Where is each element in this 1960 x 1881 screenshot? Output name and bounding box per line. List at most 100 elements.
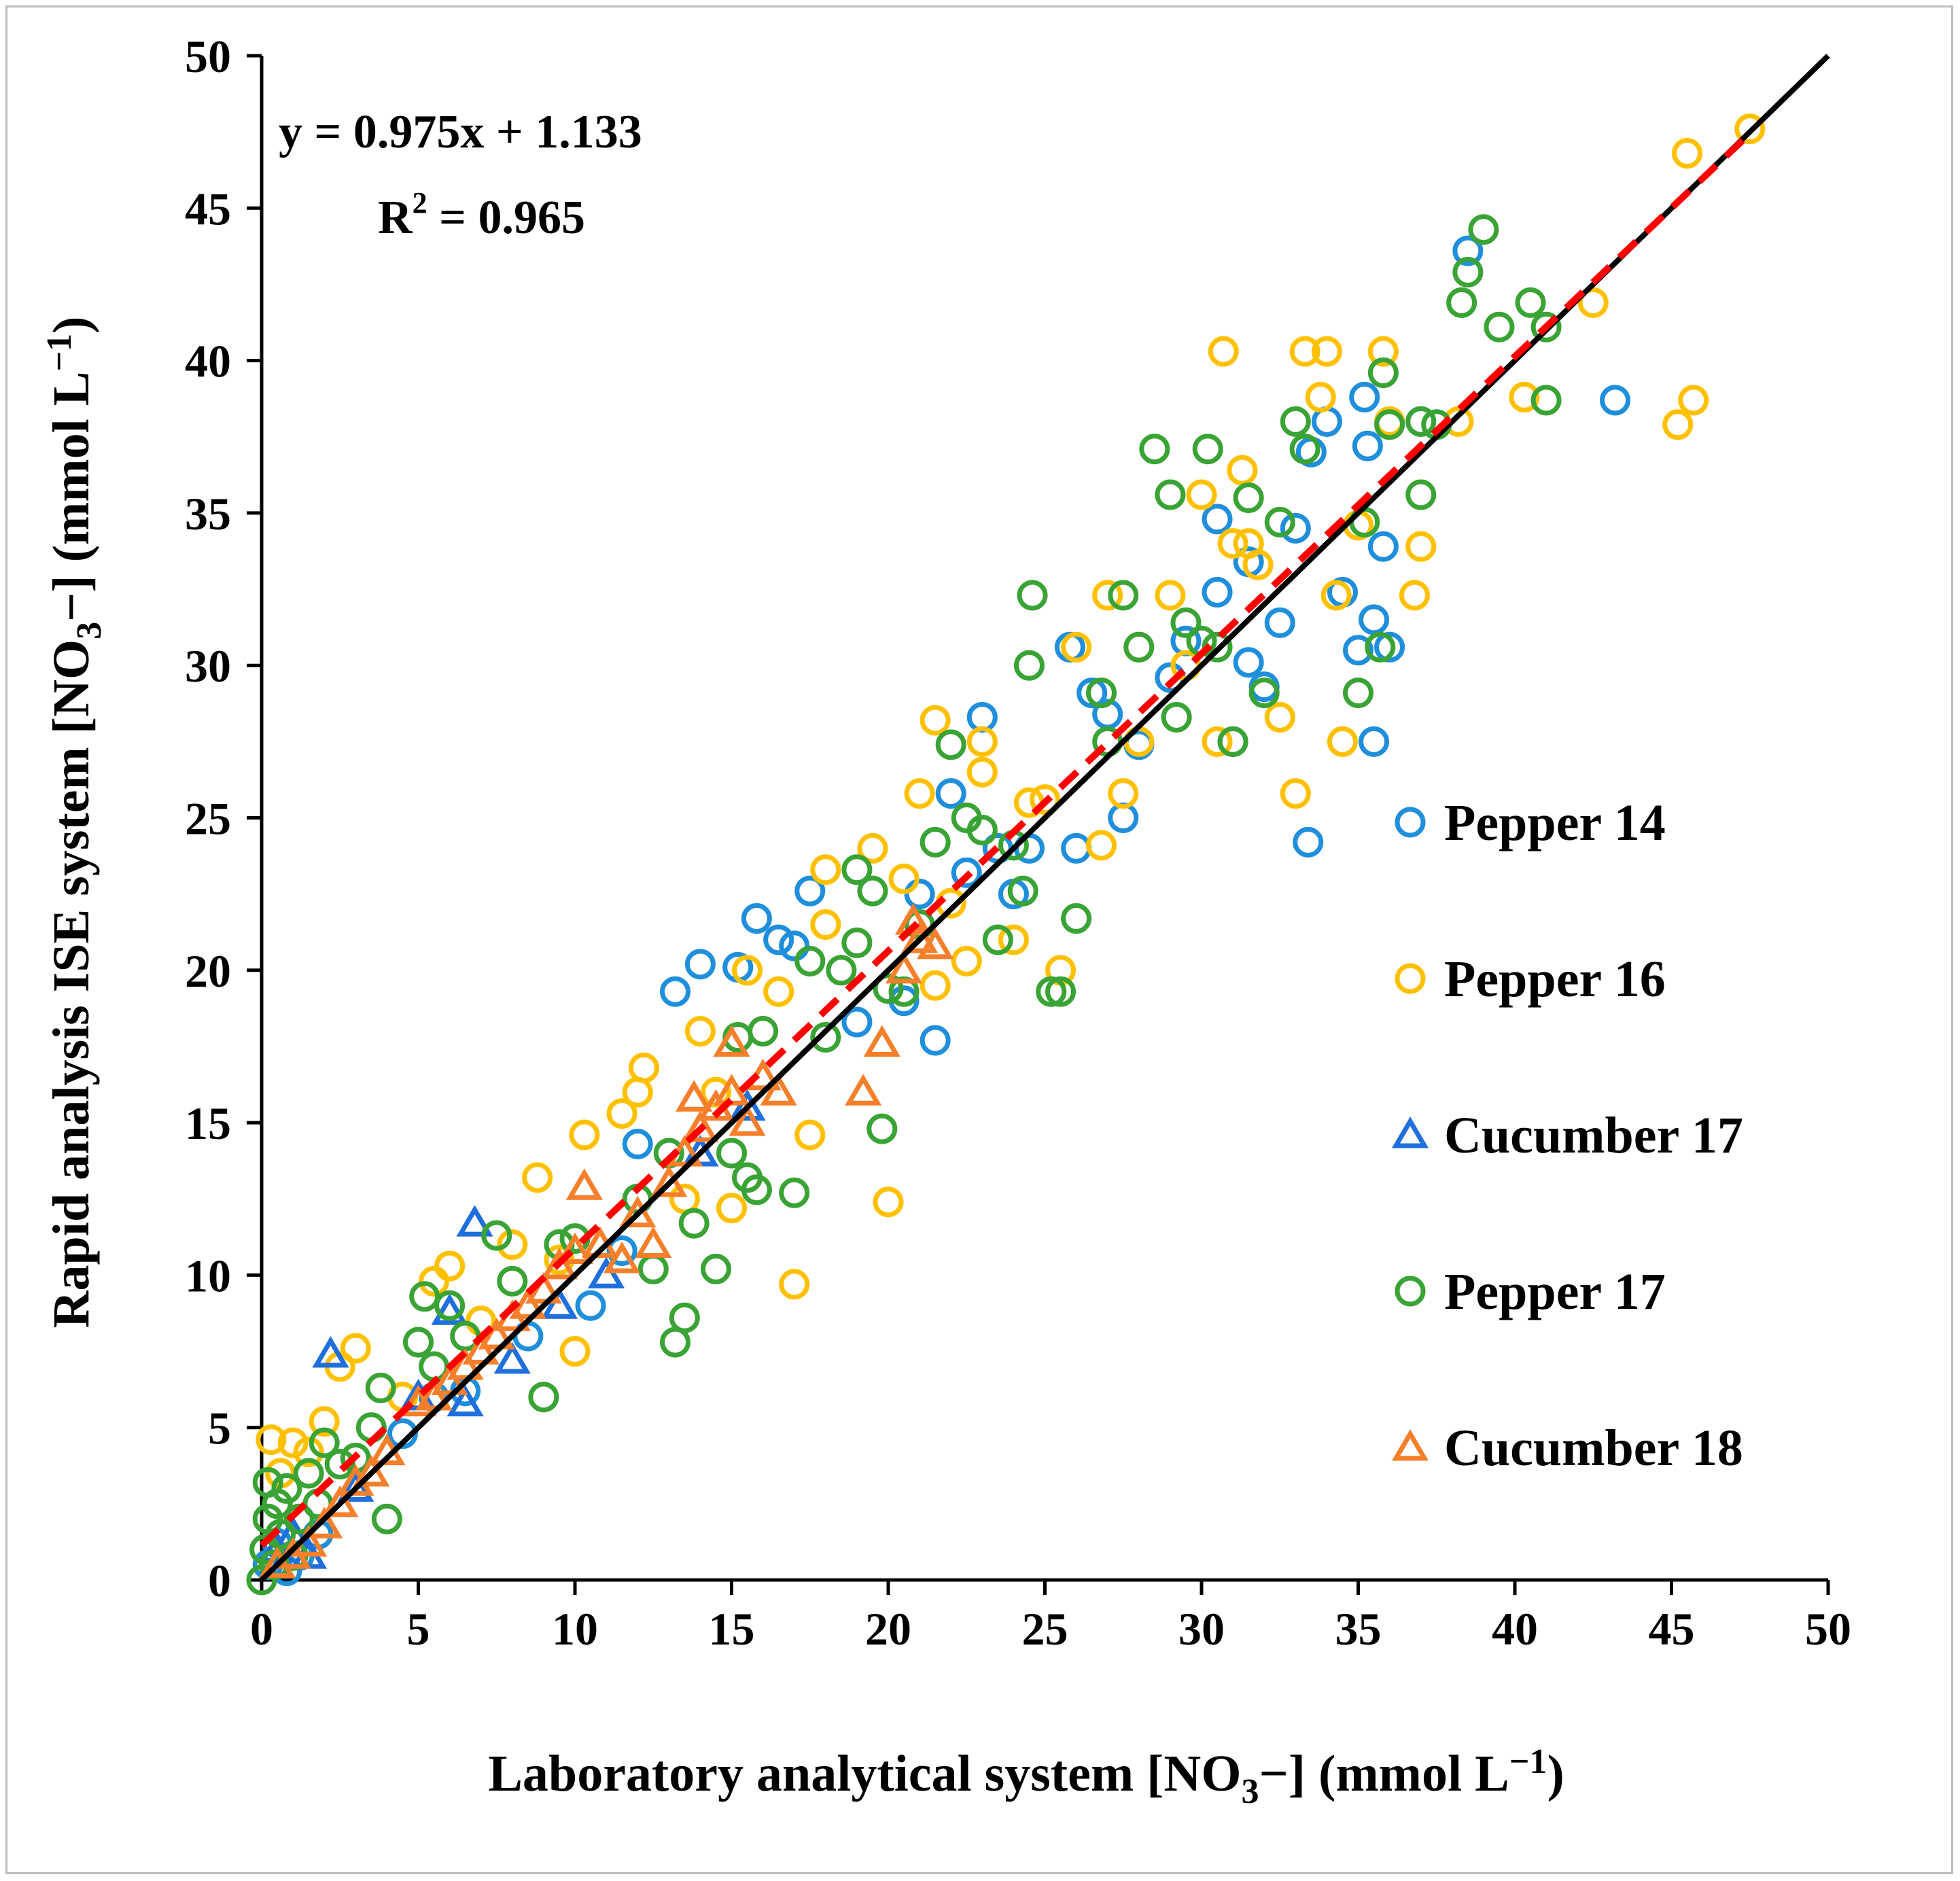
data-point: [1359, 604, 1390, 635]
data-point: [1405, 406, 1437, 437]
data-point: [1233, 482, 1264, 513]
data-point: [935, 729, 966, 760]
data-point: [353, 1455, 390, 1487]
data-point: [540, 1287, 578, 1319]
data-point: [1264, 701, 1295, 733]
data-point: [1139, 434, 1170, 465]
legend-marker: [1395, 807, 1426, 838]
data-point: [1374, 409, 1405, 440]
data-point: [966, 756, 998, 788]
data-point: [478, 1318, 515, 1350]
data-point: [497, 1229, 528, 1261]
data-point: [1405, 479, 1437, 510]
data-point: [1515, 287, 1546, 318]
data-point: [669, 1183, 700, 1214]
data-point: [1202, 577, 1233, 608]
figure-frame: [5, 5, 1953, 1874]
data-point: [713, 1025, 750, 1057]
data-point: [1352, 430, 1383, 461]
data-point: [1367, 531, 1399, 562]
data-point: [277, 1427, 309, 1458]
y-tick-label: 5: [208, 1403, 231, 1454]
data-point: [321, 1485, 359, 1517]
legend-item: Cucumber 17: [1391, 1107, 1743, 1164]
data-point: [998, 924, 1029, 955]
data-points: [246, 113, 1766, 1596]
data-point: [810, 854, 841, 885]
data-point: [1092, 580, 1123, 611]
data-point: [434, 1290, 466, 1321]
data-point: [682, 1110, 719, 1142]
data-point: [841, 854, 873, 885]
data-point: [1327, 726, 1358, 757]
data-point: [1227, 455, 1258, 486]
data-point: [951, 945, 982, 977]
data-point: [1468, 214, 1499, 245]
x-tick-label: 45: [1649, 1603, 1695, 1655]
data-point: [888, 863, 920, 894]
data-point: [1045, 976, 1077, 1007]
y-tick-label: 40: [185, 336, 231, 387]
data-point: [1202, 726, 1233, 757]
data-point: [509, 1287, 546, 1319]
data-point: [575, 1290, 606, 1321]
data-point: [966, 726, 998, 757]
data-point: [1123, 631, 1155, 663]
data-point: [431, 1293, 468, 1325]
data-point: [1678, 385, 1709, 416]
data-point: [1311, 336, 1342, 367]
x-tick-label: 40: [1492, 1603, 1538, 1655]
data-point: [1343, 635, 1373, 666]
data-point: [873, 973, 904, 1004]
data-point: [857, 832, 888, 864]
data-point: [1280, 778, 1311, 809]
data-point: [565, 1168, 603, 1200]
x-tick-label: 35: [1335, 1603, 1382, 1655]
data-point: [1155, 580, 1186, 611]
data-point: [1367, 357, 1399, 389]
legend-item: Pepper 14: [1395, 794, 1666, 851]
data-point: [1155, 479, 1186, 510]
data-point: [982, 924, 1013, 955]
data-point: [256, 1424, 287, 1456]
data-point: [660, 976, 691, 1007]
x-tick-label: 30: [1178, 1603, 1225, 1655]
data-point: [403, 1326, 434, 1358]
data-point: [794, 945, 826, 977]
data-point: [920, 1025, 951, 1056]
data-point: [741, 903, 772, 934]
legend-label: Pepper 17: [1444, 1263, 1666, 1320]
y-axis-title: Rapid analysis ISE system [NO3−] (mmol L…: [40, 317, 109, 1329]
data-point: [1577, 287, 1609, 318]
legend-marker: [1391, 1429, 1429, 1461]
data-point: [635, 1226, 672, 1259]
data-point: [258, 1546, 296, 1579]
data-point: [841, 927, 873, 958]
data-point: [966, 814, 998, 845]
data-point: [1013, 650, 1045, 681]
data-point: [676, 1080, 713, 1112]
data-point: [1017, 580, 1048, 611]
data-point: [826, 955, 857, 986]
data-point: [1061, 903, 1092, 934]
data-point: [1248, 678, 1280, 709]
x-tick-label: 0: [250, 1603, 273, 1655]
data-point: [1007, 875, 1038, 907]
data-point: [779, 1177, 810, 1208]
data-point: [1170, 607, 1202, 638]
data-point: [1530, 311, 1562, 342]
data-point: [456, 1205, 493, 1237]
data-point: [873, 1186, 904, 1218]
data-point: [951, 857, 982, 888]
data-point: [1662, 409, 1694, 440]
data-point: [309, 1406, 340, 1437]
data-point: [779, 930, 810, 962]
data-point: [1289, 434, 1320, 465]
data-point: [271, 1473, 302, 1504]
regression-fit-line: [259, 130, 1753, 1548]
data-point: [794, 1119, 826, 1150]
data-point: [1672, 138, 1703, 169]
data-point: [434, 1250, 466, 1282]
series-pepper-17: [246, 214, 1562, 1596]
data-point: [1242, 549, 1274, 580]
